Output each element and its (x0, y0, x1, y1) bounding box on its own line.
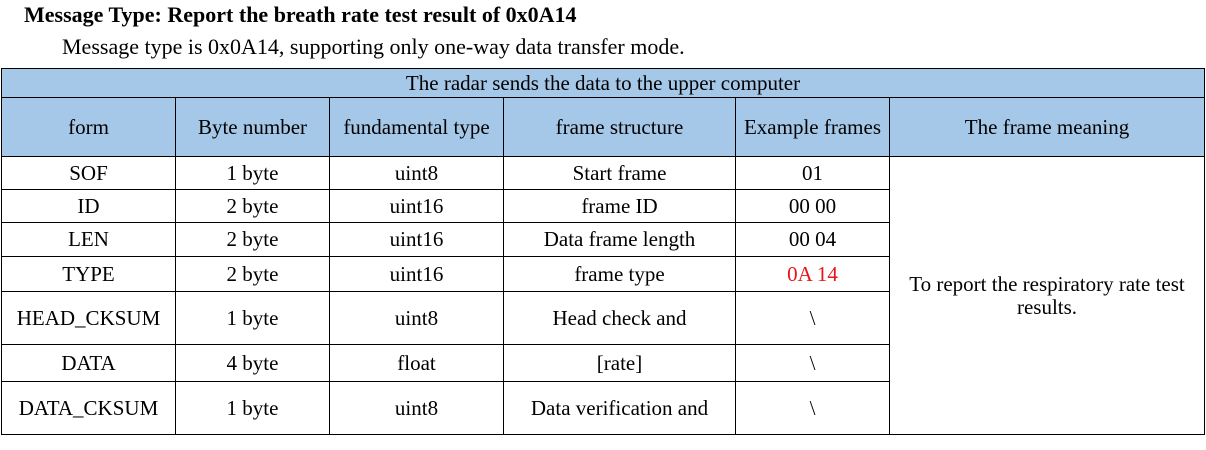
cell-bytes: 4 byte (175, 344, 330, 382)
cell-form: SOF (1, 156, 176, 190)
section-heading: Message Type: Report the breath rate tes… (24, 2, 577, 27)
cell-bytes: 2 byte (175, 256, 330, 292)
cell-form: DATA_CKSUM (1, 381, 176, 435)
table-row: DATA_CKSUM 1 byte uint8 Data verificatio… (1, 381, 1205, 435)
header-byte-number: Byte number (175, 97, 330, 157)
cell-structure: Data verification and (503, 381, 736, 435)
cell-form: DATA (1, 344, 176, 382)
table-row: SOF 1 byte uint8 Start frame 01 To repor… (1, 156, 1206, 435)
cell-form: HEAD_CKSUM (1, 291, 176, 345)
cell-bytes: 2 byte (175, 189, 330, 223)
cell-form: TYPE (1, 256, 176, 292)
cell-example: 00 00 (735, 189, 890, 223)
cell-type: uint8 (329, 381, 504, 435)
table-row: TYPE 2 byte uint16 frame type 0A 14 (1, 256, 1205, 292)
table-banner: The radar sends the data to the upper co… (0, 68, 1206, 98)
cell-type: uint8 (329, 291, 504, 345)
cell-structure: frame type (503, 256, 736, 292)
cell-frame-meaning: To report the respiratory rate test resu… (888, 156, 1206, 435)
cell-type: uint16 (329, 222, 504, 257)
frame-structure-table: The radar sends the data to the upper co… (0, 68, 1206, 435)
cell-bytes: 1 byte (175, 291, 330, 345)
cell-example: 01 (735, 156, 890, 190)
cell-structure: [rate] (503, 344, 736, 382)
section-description: Message type is 0x0A14, supporting only … (62, 34, 685, 59)
table-header-row: form Byte number fundamental type frame … (1, 97, 1206, 157)
header-frame-meaning: The frame meaning (888, 97, 1206, 157)
cell-structure: Start frame (503, 156, 736, 190)
cell-example: \ (735, 291, 890, 345)
cell-form: LEN (1, 222, 176, 257)
table-row: HEAD_CKSUM 1 byte uint8 Head check and \ (1, 291, 1205, 345)
table-row: LEN 2 byte uint16 Data frame length 00 0… (1, 222, 1205, 257)
cell-bytes: 2 byte (175, 222, 330, 257)
table-row: ID 2 byte uint16 frame ID 00 00 (1, 189, 1205, 223)
cell-type: uint16 (329, 256, 504, 292)
cell-example: 00 04 (735, 222, 890, 257)
cell-structure: Head check and (503, 291, 736, 345)
header-form: form (1, 97, 176, 157)
cell-example: \ (735, 381, 890, 435)
cell-bytes: 1 byte (175, 381, 330, 435)
cell-type: uint16 (329, 189, 504, 223)
cell-type: float (329, 344, 504, 382)
cell-form: ID (1, 189, 176, 223)
header-example-frames: Example frames (735, 97, 890, 157)
cell-structure: frame ID (503, 189, 736, 223)
cell-bytes: 1 byte (175, 156, 330, 190)
header-fundamental-type: fundamental type (329, 97, 504, 157)
header-frame-structure: frame structure (503, 97, 736, 157)
cell-structure: Data frame length (503, 222, 736, 257)
cell-example-highlight: 0A 14 (735, 256, 890, 292)
cell-example: \ (735, 344, 890, 382)
cell-type: uint8 (329, 156, 504, 190)
